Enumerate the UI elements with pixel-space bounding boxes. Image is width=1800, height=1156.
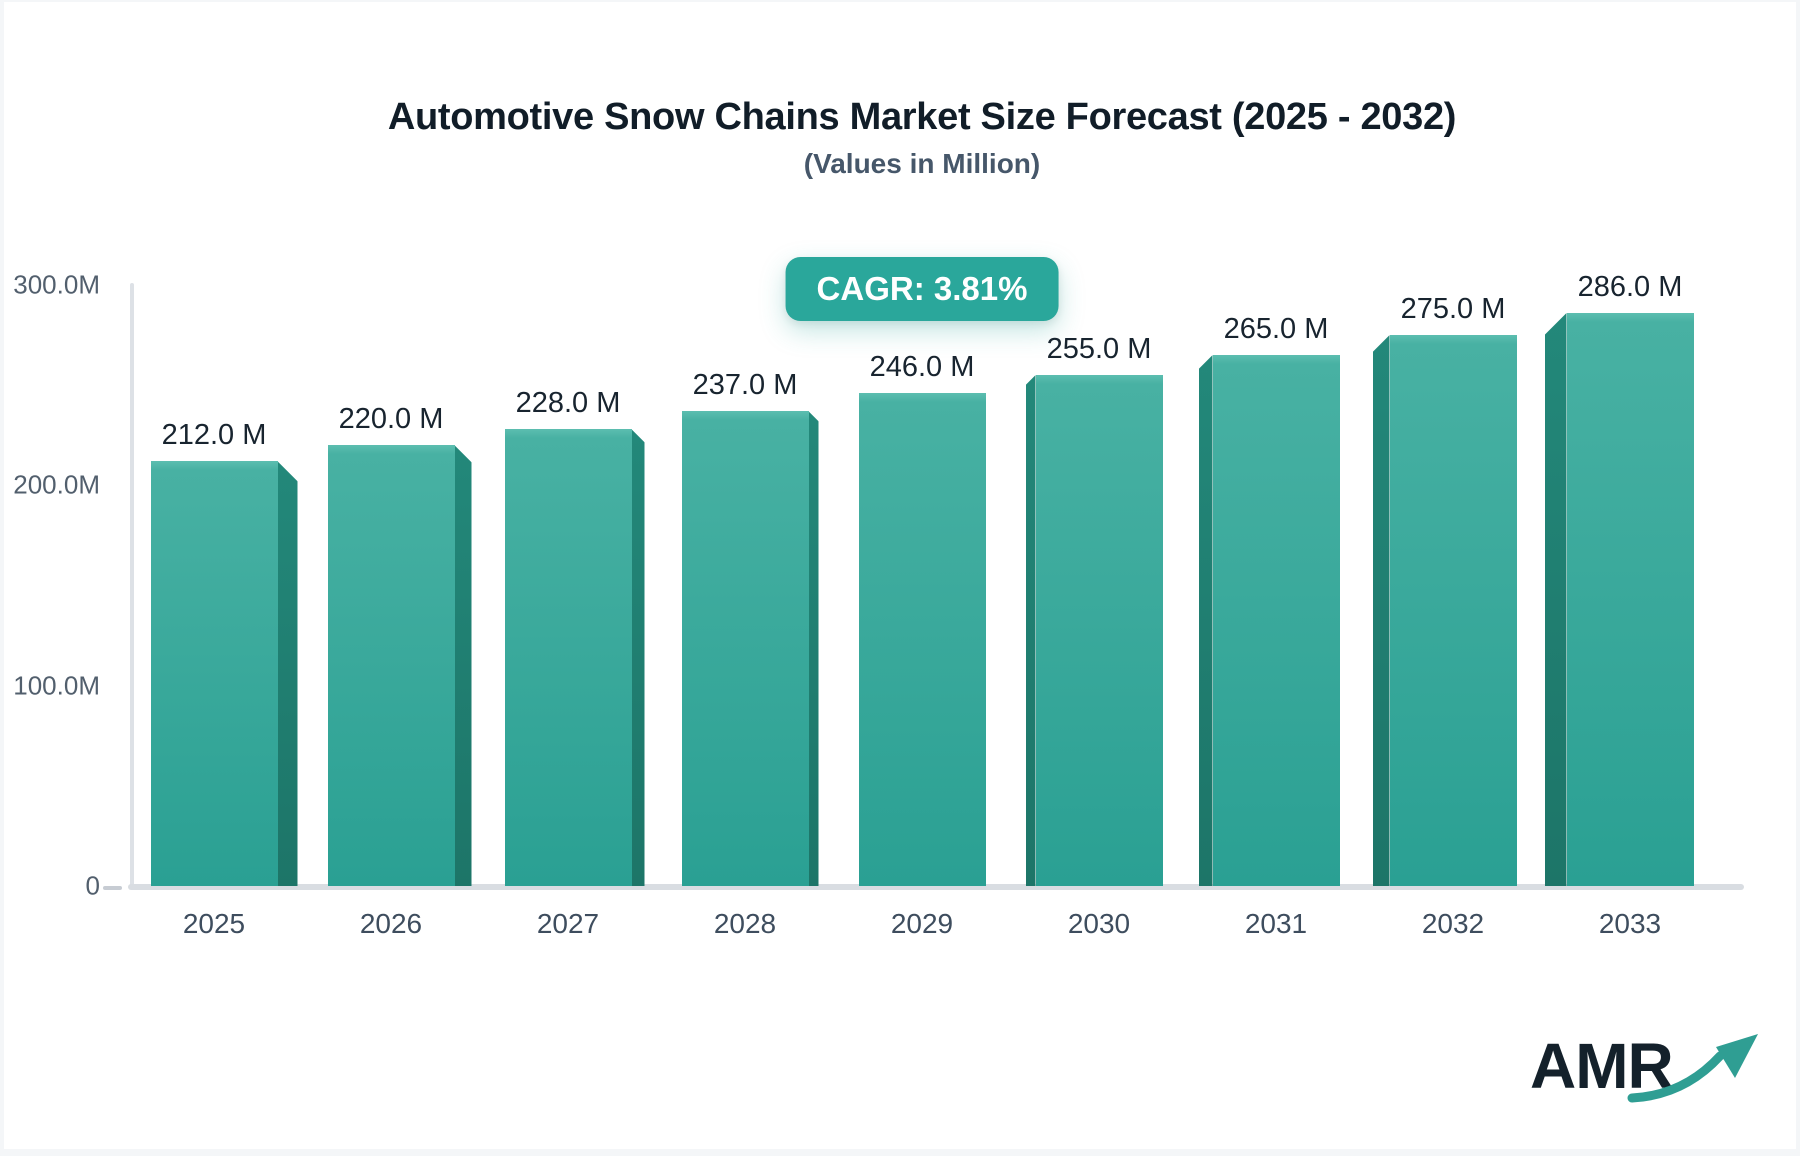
bar-side-panel-2026 <box>454 445 472 886</box>
bar-side-panel-2031 <box>1198 355 1213 886</box>
amr-logo-text: AMR <box>1530 1030 1674 1102</box>
bar-2031 <box>1212 355 1340 886</box>
bar-2029 <box>858 393 986 886</box>
bar-value-label: 265.0 M <box>1223 313 1329 346</box>
bar-value-label: 286.0 M <box>1577 271 1683 304</box>
bar-2026 <box>327 445 455 886</box>
chart-title: Automotive Snow Chains Market Size Forec… <box>387 96 1457 138</box>
bar-value-label: 228.0 M <box>515 387 621 420</box>
bar-side-panel-2028 <box>808 411 819 886</box>
x-axis-category-label: 2033 <box>1598 908 1662 939</box>
cagr-badge: CAGR: 3.81% <box>785 257 1059 321</box>
amr-logo: AMR <box>1530 1034 1760 1124</box>
bar-2030 <box>1035 375 1163 886</box>
y-axis-tick-label: 200.0M <box>13 469 100 500</box>
bar-2032 <box>1389 335 1517 886</box>
y-axis-tick-label: 100.0M <box>13 670 100 701</box>
growth-arrow-icon <box>1627 1034 1758 1103</box>
x-axis-category-label: 2027 <box>536 908 600 939</box>
bar-2027 <box>504 429 632 886</box>
bar-side-panel-2025 <box>277 461 298 886</box>
bar-side-panel-2027 <box>631 429 645 886</box>
bar-side-panel-2032 <box>1372 335 1390 886</box>
x-axis-category-label: 2030 <box>1067 908 1131 939</box>
y-axis-line <box>130 283 134 888</box>
x-axis-category-label: 2031 <box>1244 908 1308 939</box>
bar-value-label: 275.0 M <box>1400 293 1506 326</box>
bar-value-label: 246.0 M <box>869 351 975 384</box>
x-axis-category-label: 2028 <box>713 908 777 939</box>
bar-value-label: 220.0 M <box>338 403 444 436</box>
y-axis-zero-tick <box>103 886 122 890</box>
x-axis-category-label: 2025 <box>182 908 246 939</box>
bar-value-label: 237.0 M <box>692 369 798 402</box>
y-axis-tick-label: 300.0M <box>13 269 100 300</box>
bar-2033 <box>1566 313 1694 886</box>
bar-value-label: 212.0 M <box>161 419 267 452</box>
bar-side-panel-2033 <box>1544 313 1567 886</box>
bar-2025 <box>150 461 278 886</box>
bar-side-panel-2030 <box>1025 375 1036 886</box>
x-axis-category-label: 2026 <box>359 908 423 939</box>
y-axis-tick-label: 0 <box>85 870 100 901</box>
x-axis-category-label: 2032 <box>1421 908 1485 939</box>
bar-value-label: 255.0 M <box>1046 333 1152 366</box>
x-axis-category-label: 2029 <box>890 908 954 939</box>
bar-2028 <box>681 411 809 886</box>
x-axis-baseline <box>128 884 1744 890</box>
chart-subtitle: (Values in Million) <box>803 148 1041 179</box>
